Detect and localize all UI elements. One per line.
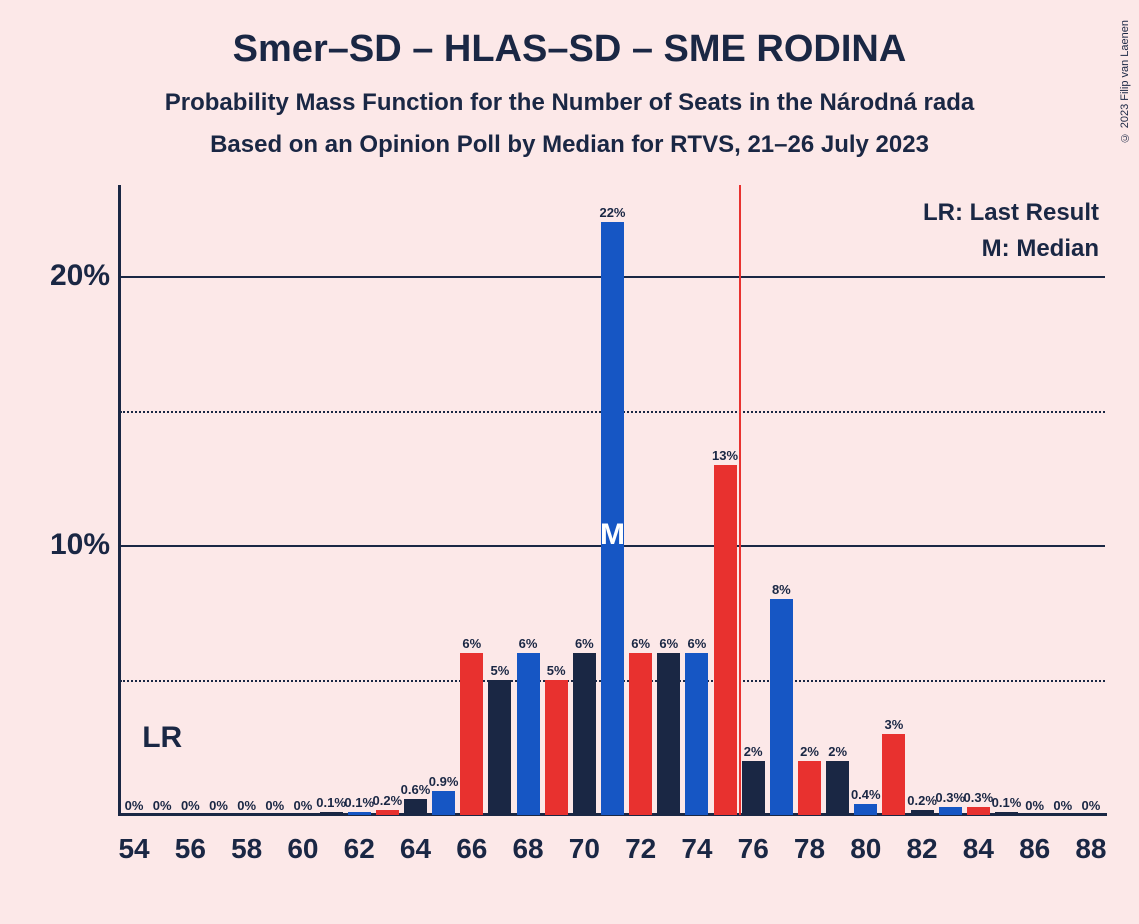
chart-subtitle-2: Based on an Opinion Poll by Median for R… <box>0 131 1139 159</box>
bar-value-label: 0.1% <box>316 795 346 810</box>
copyright-text: © 2023 Filip van Laenen <box>1119 20 1131 143</box>
bar-value-label: 0% <box>1082 798 1101 813</box>
bar: 6% <box>573 653 596 815</box>
bar: 6% <box>629 653 652 815</box>
bar-value-label: 6% <box>659 636 678 651</box>
x-tick-label: 76 <box>738 833 769 865</box>
legend-lr: LR: Last Result <box>923 199 1099 227</box>
bar-value-label: 0% <box>125 798 144 813</box>
bar-value-label: 0% <box>294 798 313 813</box>
y-tick-label: 10% <box>50 528 110 562</box>
bar: 8% <box>770 599 793 815</box>
x-tick-label: 88 <box>1075 833 1106 865</box>
bar: 5% <box>545 680 568 815</box>
bar-value-label: 0.2% <box>373 793 403 808</box>
x-tick-label: 72 <box>625 833 656 865</box>
bar-value-label: 0% <box>153 798 172 813</box>
bar: 13% <box>714 465 737 815</box>
x-tick-label: 54 <box>118 833 149 865</box>
bar-value-label: 0.2% <box>907 793 937 808</box>
x-tick-label: 84 <box>963 833 994 865</box>
bar-value-label: 5% <box>491 663 510 678</box>
y-tick-label: 20% <box>50 259 110 293</box>
median-marker-line <box>739 185 741 815</box>
bar: 0.3% <box>939 807 962 815</box>
bar-value-label: 0.1% <box>992 795 1022 810</box>
bar-value-label: 0% <box>1053 798 1072 813</box>
bar: 5% <box>488 680 511 815</box>
x-tick-label: 70 <box>569 833 600 865</box>
x-tick-label: 60 <box>287 833 318 865</box>
bar: 0.9% <box>432 791 455 815</box>
x-tick-label: 64 <box>400 833 431 865</box>
bar-value-label: 0.3% <box>964 790 994 805</box>
x-tick-label: 74 <box>681 833 712 865</box>
bar-value-label: 8% <box>772 582 791 597</box>
x-tick-label: 86 <box>1019 833 1050 865</box>
y-axis-line <box>118 185 121 815</box>
bar-value-label: 0.9% <box>429 774 459 789</box>
bar: 0.1% <box>995 812 1018 815</box>
bar-value-label: 3% <box>885 717 904 732</box>
bar: 0.1% <box>320 812 343 815</box>
bar-value-label: 6% <box>631 636 650 651</box>
bar: 0.2% <box>911 810 934 815</box>
bar-value-label: 6% <box>688 636 707 651</box>
bar: 2% <box>798 761 821 815</box>
bar-value-label: 0% <box>209 798 228 813</box>
bar-value-label: 2% <box>828 744 847 759</box>
bar-value-label: 0.4% <box>851 787 881 802</box>
bar-value-label: 0% <box>265 798 284 813</box>
bar: 0.3% <box>967 807 990 815</box>
chart-title: Smer–SD – HLAS–SD – SME RODINA <box>0 0 1139 71</box>
x-tick-label: 56 <box>175 833 206 865</box>
bar-value-label: 0% <box>1025 798 1044 813</box>
bar-value-label: 0.3% <box>935 790 965 805</box>
x-tick-label: 58 <box>231 833 262 865</box>
bar-value-label: 2% <box>744 744 763 759</box>
x-tick-label: 62 <box>344 833 375 865</box>
bar: 2% <box>826 761 849 815</box>
bar: 0.6% <box>404 799 427 815</box>
bar-value-label: 6% <box>519 636 538 651</box>
bar-value-label: 6% <box>462 636 481 651</box>
bar-value-label: 5% <box>547 663 566 678</box>
bar: 0.1% <box>348 812 371 815</box>
bar-value-label: 0.6% <box>401 782 431 797</box>
bar: 0.4% <box>854 804 877 815</box>
bar: 6% <box>685 653 708 815</box>
chart-subtitle-1: Probability Mass Function for the Number… <box>0 89 1139 117</box>
bar: 3% <box>882 734 905 815</box>
lr-marker-label: LR <box>142 721 182 755</box>
bar: 6% <box>657 653 680 815</box>
bar: 6% <box>460 653 483 815</box>
bar: 6% <box>517 653 540 815</box>
bar-value-label: 0% <box>181 798 200 813</box>
x-tick-label: 82 <box>906 833 937 865</box>
bar-value-label: 6% <box>575 636 594 651</box>
bar-value-label: 22% <box>599 205 625 220</box>
chart-plot-area: 10%20%0%0%0%0%0%0%0%0.1%0.1%0.2%0.6%0.9%… <box>120 195 1105 815</box>
median-marker-label: M <box>600 518 625 552</box>
x-tick-label: 80 <box>850 833 881 865</box>
bar-value-label: 2% <box>800 744 819 759</box>
bar: 2% <box>742 761 765 815</box>
x-tick-label: 78 <box>794 833 825 865</box>
legend-m: M: Median <box>982 235 1099 263</box>
bar: 0.2% <box>376 810 399 815</box>
x-tick-label: 68 <box>512 833 543 865</box>
x-tick-label: 66 <box>456 833 487 865</box>
bar-value-label: 0% <box>237 798 256 813</box>
bar-value-label: 0.1% <box>344 795 374 810</box>
bar-value-label: 13% <box>712 448 738 463</box>
